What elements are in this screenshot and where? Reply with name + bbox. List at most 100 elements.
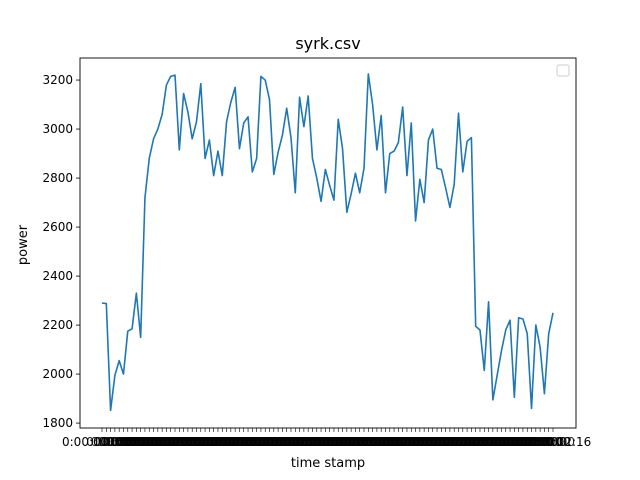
x-tick-label: 0:00:00 bbox=[275, 435, 321, 449]
x-tick-label: 0:00:00 bbox=[99, 435, 145, 449]
x-tick-label: 0:00:00 bbox=[516, 435, 562, 449]
x-tick-label: 0:00:00 bbox=[378, 435, 424, 449]
x-tick-label: 0:00:00 bbox=[116, 435, 162, 449]
x-tick-label: 0:00:00 bbox=[353, 435, 399, 449]
x-tick-label: 0:00:00 bbox=[413, 435, 459, 449]
x-tick-label: 0:00:00 bbox=[189, 435, 235, 449]
x-tick-label: 0:00:00 bbox=[129, 435, 175, 449]
x-tick-label: 0:00:00 bbox=[383, 435, 429, 449]
x-tick-label-last: 0:02:16 bbox=[545, 435, 591, 449]
x-tick-label: 0:00:00 bbox=[323, 435, 369, 449]
x-tick-label: 0:00:00 bbox=[494, 435, 540, 449]
x-tick-label: 0:00:00 bbox=[481, 435, 527, 449]
x-tick-label: 0:00:00 bbox=[194, 435, 240, 449]
x-tick-label: 0:00:00 bbox=[168, 435, 214, 449]
x-tick-label: 0:00:00 bbox=[245, 435, 291, 449]
x-tick-label: 0:00:00 bbox=[292, 435, 338, 449]
x-tick-label: 0:00:00 bbox=[443, 435, 489, 449]
x-tick-label: 0:00:00 bbox=[198, 435, 244, 449]
x-tick-label: 0:00:00 bbox=[434, 435, 480, 449]
x-tick-label: 0:00:00 bbox=[486, 435, 532, 449]
x-tick-label: 0:00:00 bbox=[396, 435, 442, 449]
x-tick-label: 0:00:00 bbox=[103, 435, 149, 449]
y-tick-label: 3200 bbox=[42, 73, 73, 87]
x-tick-label: 0:00:00 bbox=[219, 435, 265, 449]
y-tick-label: 2800 bbox=[42, 171, 73, 185]
y-tick-label: 2400 bbox=[42, 269, 73, 283]
x-tick-label: 0:00:00 bbox=[112, 435, 158, 449]
x-tick-label: 0:00:00 bbox=[125, 435, 171, 449]
x-tick-label: 0:00:00 bbox=[507, 435, 553, 449]
x-tick-label: 0:00:00 bbox=[284, 435, 330, 449]
x-tick-label: 0:00:00 bbox=[357, 435, 403, 449]
x-tick-label: 0:00:00 bbox=[146, 435, 192, 449]
x-axis-ticks: 0:00:000:00:000:00:000:00:000:00:000:00:… bbox=[62, 428, 591, 449]
x-tick-label: 0:00:00 bbox=[499, 435, 545, 449]
y-tick-label: 2600 bbox=[42, 220, 73, 234]
x-tick-label: 0:00:00 bbox=[228, 435, 274, 449]
x-tick-label: 0:00:00 bbox=[469, 435, 515, 449]
y-tick-label: 2000 bbox=[42, 367, 73, 381]
y-axis-label: power bbox=[16, 224, 31, 265]
x-tick-label: 0:00:00 bbox=[404, 435, 450, 449]
x-tick-label-first: 0:00:00 bbox=[62, 435, 108, 449]
x-tick-label: 0:00:00 bbox=[361, 435, 407, 449]
x-tick-label: 0:00:00 bbox=[456, 435, 502, 449]
y-axis-ticks: 1800 2000 2200 2400 2600 2800 3000 3200 bbox=[42, 73, 80, 430]
x-tick-label: 0:00:00 bbox=[172, 435, 218, 449]
x-tick-label: 0:00:00 bbox=[447, 435, 493, 449]
y-tick-label: 1800 bbox=[42, 416, 73, 430]
x-tick-label: 0:00:00 bbox=[241, 435, 287, 449]
x-axis-label: time stamp bbox=[291, 456, 365, 471]
x-tick-label: 0:00:00 bbox=[250, 435, 296, 449]
x-tick-label: 0:00:00 bbox=[348, 435, 394, 449]
x-tick-label: 0:00:00 bbox=[503, 435, 549, 449]
x-tick-label: 0:00:00 bbox=[280, 435, 326, 449]
x-tick-label: 0:00:00 bbox=[185, 435, 231, 449]
x-tick-label: 0:00:00 bbox=[267, 435, 313, 449]
x-tick-label: 0:00:00 bbox=[254, 435, 300, 449]
x-tick-label: 0:00:00 bbox=[108, 435, 154, 449]
x-tick-label: 0:00:00 bbox=[318, 435, 364, 449]
x-tick-label: 0:00:00 bbox=[271, 435, 317, 449]
x-tick-label: 0:00:00 bbox=[421, 435, 467, 449]
x-tick-label: 0:00:00 bbox=[520, 435, 566, 449]
x-tick-label: 0:00:00 bbox=[374, 435, 420, 449]
x-tick-label: 0:00:00 bbox=[215, 435, 261, 449]
x-tick-label: 0:00:00 bbox=[512, 435, 558, 449]
x-tick-label: 0:00:00 bbox=[430, 435, 476, 449]
x-tick-label: 0:00:00 bbox=[176, 435, 222, 449]
x-tick-label: 0:00:00 bbox=[451, 435, 497, 449]
y-tick-label: 3000 bbox=[42, 122, 73, 136]
x-tick-label: 0:00:00 bbox=[400, 435, 446, 449]
x-tick-label: 0:00:00 bbox=[464, 435, 510, 449]
x-tick-label: 0:00:00 bbox=[91, 435, 137, 449]
x-tick-label: 0:00:00 bbox=[159, 435, 205, 449]
x-tick-label: 0:00:00 bbox=[335, 435, 381, 449]
x-tick-label: 0:00:00 bbox=[121, 435, 167, 449]
x-tick-label: 0:00:00 bbox=[155, 435, 201, 449]
x-tick-label: 0:00:00 bbox=[490, 435, 536, 449]
x-tick-label: 0:00:00 bbox=[327, 435, 373, 449]
x-tick-label: 0:00:00 bbox=[237, 435, 283, 449]
plot-frame bbox=[79, 57, 577, 429]
x-tick-label: 0:00:00 bbox=[134, 435, 180, 449]
x-tick-label: 0:00:00 bbox=[181, 435, 227, 449]
x-tick-label: 0:00:00 bbox=[391, 435, 437, 449]
x-tick-label: 0:00:00 bbox=[439, 435, 485, 449]
x-tick-label: 0:00:00 bbox=[297, 435, 343, 449]
x-tick-label: 0:00:00 bbox=[258, 435, 304, 449]
x-tick-label: 0:00:00 bbox=[524, 435, 570, 449]
x-tick-label: 0:00:00 bbox=[207, 435, 253, 449]
x-tick-label: 0:00:00 bbox=[95, 435, 141, 449]
x-tick-label: 0:00:00 bbox=[164, 435, 210, 449]
x-tick-label: 0:00:00 bbox=[301, 435, 347, 449]
x-tick-label: 0:00:00 bbox=[529, 435, 575, 449]
x-tick-label: 0:00:00 bbox=[232, 435, 278, 449]
x-tick-label: 0:00:00 bbox=[331, 435, 377, 449]
x-tick-label: 0:00:00 bbox=[224, 435, 270, 449]
x-tick-label: 0:00:00 bbox=[288, 435, 334, 449]
